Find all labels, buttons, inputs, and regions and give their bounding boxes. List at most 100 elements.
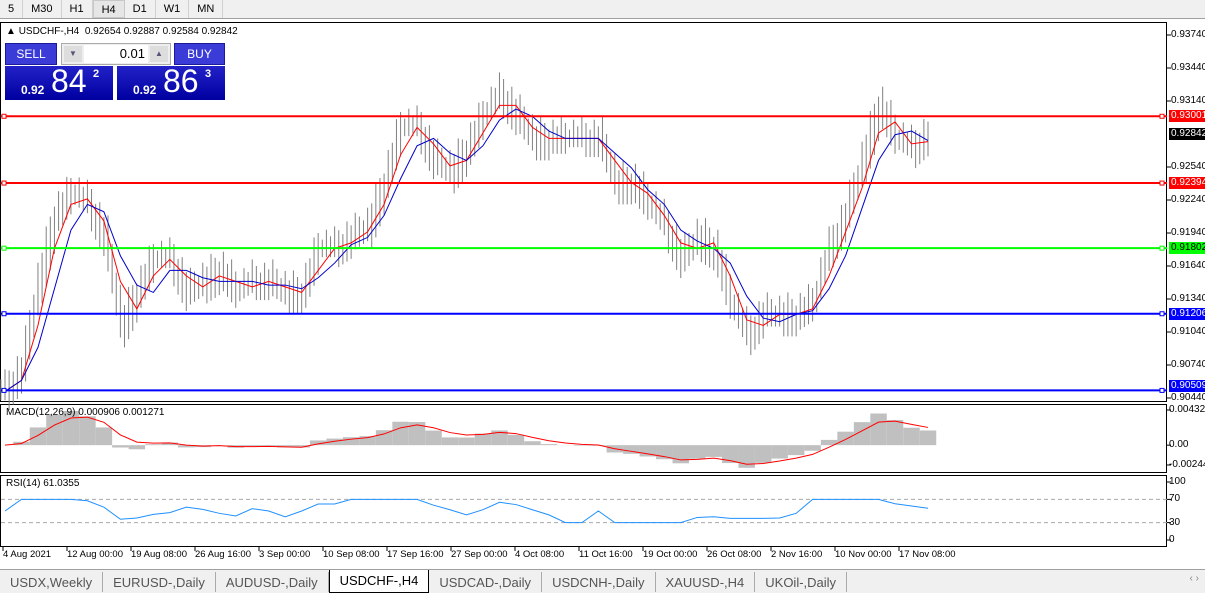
macd-histogram-bar — [260, 445, 277, 447]
macd-histogram-bar — [392, 421, 409, 446]
timeframe-MN[interactable]: MN — [189, 0, 224, 18]
rsi-label: RSI(14) 61.0355 — [6, 478, 80, 489]
lot-input[interactable]: 0.01 — [84, 45, 148, 63]
level-price-tag: 0.93001 — [1169, 110, 1205, 123]
macd-histogram-bar — [425, 430, 442, 446]
x-tick-label: 10 Sep 08:00 — [323, 549, 380, 560]
sell-price-big: 84 — [51, 66, 87, 99]
macd-histogram-bar — [639, 445, 657, 457]
timeframe-H4[interactable]: H4 — [92, 0, 125, 18]
chart-tab[interactable]: USDCHF-,H4 — [328, 570, 430, 593]
y-tick-label: 0.90440 — [1171, 392, 1205, 403]
macd-histogram-bar — [326, 438, 343, 446]
macd-histogram-bar — [804, 445, 821, 451]
x-tick-label: 17 Sep 16:00 — [387, 549, 444, 560]
chart-tab[interactable]: USDCNH-,Daily — [542, 572, 656, 592]
macd-histogram-bar — [754, 445, 772, 463]
level-anchor — [1159, 245, 1165, 251]
rsi-panel[interactable] — [0, 475, 1167, 547]
y-tick-label: 0.93740 — [1171, 29, 1205, 40]
chart-tab[interactable]: EURUSD-,Daily — [103, 572, 216, 592]
macd-histogram-bar — [79, 416, 96, 446]
level-price-tag: 0.90509 — [1169, 380, 1205, 392]
y-tick-label: 0.92240 — [1171, 194, 1205, 205]
buy-price[interactable]: 0.92 86 3 — [117, 66, 225, 100]
chart-tabs: USDX,Weekly EURUSD-,Daily AUDUSD-,Daily USD… — [0, 569, 1205, 593]
rsi-tick-label: 100 — [1169, 476, 1186, 487]
chart-tab[interactable]: USDCAD-,Daily — [429, 572, 543, 592]
x-tick-label: 3 Sep 00:00 — [259, 549, 311, 560]
decrease-lot-button[interactable]: ▼ — [64, 46, 82, 62]
macd-histogram-bar — [95, 427, 113, 446]
buy-button[interactable]: BUY — [174, 43, 225, 65]
level-anchor — [1, 113, 7, 119]
macd-histogram-bar — [573, 445, 591, 446]
y-tick-label: 0.93440 — [1171, 62, 1205, 73]
timeframe-toolbar: 5 M30 H1 H4 D1 W1 MN — [0, 0, 1205, 19]
macd-histogram-bar — [375, 430, 393, 446]
macd-histogram-bar — [837, 431, 854, 446]
level-price-tag: 0.91206 — [1169, 307, 1205, 320]
macd-histogram-bar — [309, 440, 327, 446]
macd-histogram-bar — [243, 445, 261, 447]
macd-histogram-bar — [919, 430, 937, 446]
y-tick-label: 0.90740 — [1171, 359, 1205, 370]
x-tick-label: 27 Sep 00:00 — [451, 549, 508, 560]
x-tick-label: 19 Oct 00:00 — [643, 549, 698, 560]
macd-tick-label: -0.00244 — [1169, 459, 1205, 470]
timeframe-M30[interactable]: M30 — [23, 0, 62, 18]
level-anchor — [1159, 387, 1165, 393]
macd-histogram-bar — [886, 420, 904, 446]
macd-histogram-bar — [112, 445, 129, 448]
sell-button[interactable]: SELL — [5, 43, 57, 65]
macd-histogram-bar — [689, 445, 706, 459]
chart-tab[interactable]: AUDUSD-,Daily — [216, 572, 329, 592]
macd-histogram-bar — [705, 445, 722, 457]
macd-histogram-bar — [540, 444, 558, 446]
x-tick-label: 2 Nov 16:00 — [771, 549, 823, 560]
macd-histogram-bar — [853, 422, 871, 446]
x-tick-label: 10 Nov 00:00 — [835, 549, 892, 560]
x-tick-label: 12 Aug 00:00 — [67, 549, 123, 560]
macd-histogram-bar — [507, 434, 525, 446]
timeframe-5[interactable]: 5 — [0, 0, 24, 18]
increase-lot-button[interactable]: ▲ — [150, 46, 168, 62]
tab-scroll-arrows[interactable]: ‹ › — [1189, 573, 1199, 584]
macd-signal-line — [4, 416, 929, 465]
macd-histogram-bar — [656, 445, 673, 460]
macd-histogram-bar — [787, 445, 805, 456]
x-tick-label: 17 Nov 08:00 — [899, 549, 956, 560]
chart-tab[interactable]: USDX,Weekly — [0, 572, 104, 592]
level-anchor — [1, 180, 7, 186]
price-chart[interactable] — [0, 22, 1167, 402]
timeframe-D1[interactable]: D1 — [125, 0, 156, 18]
chart-tab[interactable]: XAUUSD-,H4 — [656, 572, 756, 592]
macd-label: MACD(12,26,9) 0.000906 0.001271 — [6, 407, 165, 418]
y-tick-label: 0.91940 — [1171, 227, 1205, 238]
symbol-label: USDCHF-,H4 — [18, 26, 80, 37]
macd-panel[interactable] — [0, 404, 1167, 473]
lot-stepper[interactable]: ▼ 0.01 ▲ — [61, 43, 171, 65]
macd-histogram-bar — [276, 445, 294, 448]
timeframe-H1[interactable]: H1 — [62, 0, 93, 18]
level-price-tag: 0.92394 — [1169, 177, 1205, 190]
current-price-tag: 0.92842 — [1169, 127, 1205, 140]
rsi-tick-label: 0 — [1169, 534, 1175, 545]
macd-histogram-bar — [672, 445, 690, 464]
sell-price[interactable]: 0.92 84 2 — [5, 66, 113, 100]
symbol-info: ▲ USDCHF-,H4 0.92654 0.92887 0.92584 0.9… — [6, 26, 238, 37]
buy-price-prefix: 0.92 — [133, 83, 157, 97]
y-tick-label: 0.91640 — [1171, 260, 1205, 271]
macd-histogram-bar — [524, 441, 541, 446]
timeframe-W1[interactable]: W1 — [156, 0, 190, 18]
macd-histogram-bar — [903, 427, 920, 446]
level-anchor — [1159, 311, 1165, 317]
macd-histogram-bar — [870, 413, 887, 446]
macd-histogram-bar — [474, 433, 492, 446]
macd-histogram-bar — [178, 445, 195, 448]
buy-price-pip: 3 — [205, 68, 212, 80]
chart-tab[interactable]: UKOil-,Daily — [755, 572, 848, 592]
macd-histogram-bar — [408, 422, 426, 446]
level-anchor — [1159, 180, 1165, 186]
